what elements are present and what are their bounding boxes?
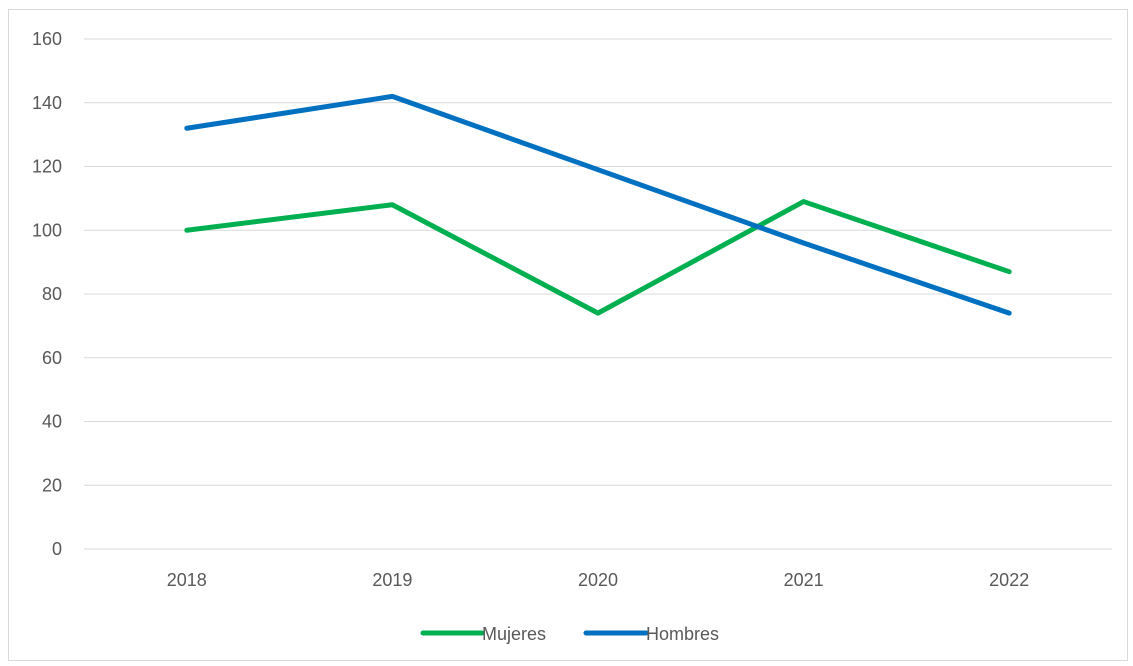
- x-axis-tick-labels: 2018 2019 2020 2021 2022: [167, 570, 1029, 590]
- legend: Mujeres Hombres: [420, 624, 719, 644]
- legend-label-hombres: Hombres: [646, 624, 719, 644]
- gridlines: [84, 38, 1112, 550]
- y-tick-label-4: 80: [42, 284, 62, 304]
- x-tick-label-2021: 2021: [784, 570, 824, 590]
- y-tick-label-7: 140: [32, 93, 62, 113]
- y-axis-tick-labels: 0 20 40 60 80 100 120 140 160: [32, 29, 62, 559]
- x-tick-label-2020: 2020: [578, 570, 618, 590]
- y-tick-label-8: 160: [32, 29, 62, 49]
- legend-label-mujeres: Mujeres: [482, 624, 546, 644]
- x-tick-label-2019: 2019: [372, 570, 412, 590]
- chart-frame: [8, 9, 1128, 661]
- y-tick-label-0: 0: [52, 539, 62, 559]
- y-tick-label-2: 40: [42, 412, 62, 432]
- y-tick-label-6: 120: [32, 157, 62, 177]
- series-lines: [184, 93, 1012, 316]
- series-line-mujeres: [184, 199, 1012, 316]
- y-tick-label-5: 100: [32, 220, 62, 240]
- series-line-hombres: [184, 93, 1012, 316]
- x-tick-label-2022: 2022: [989, 570, 1029, 590]
- y-tick-label-1: 20: [42, 475, 62, 495]
- y-tick-label-3: 60: [42, 348, 62, 368]
- x-tick-label-2018: 2018: [167, 570, 207, 590]
